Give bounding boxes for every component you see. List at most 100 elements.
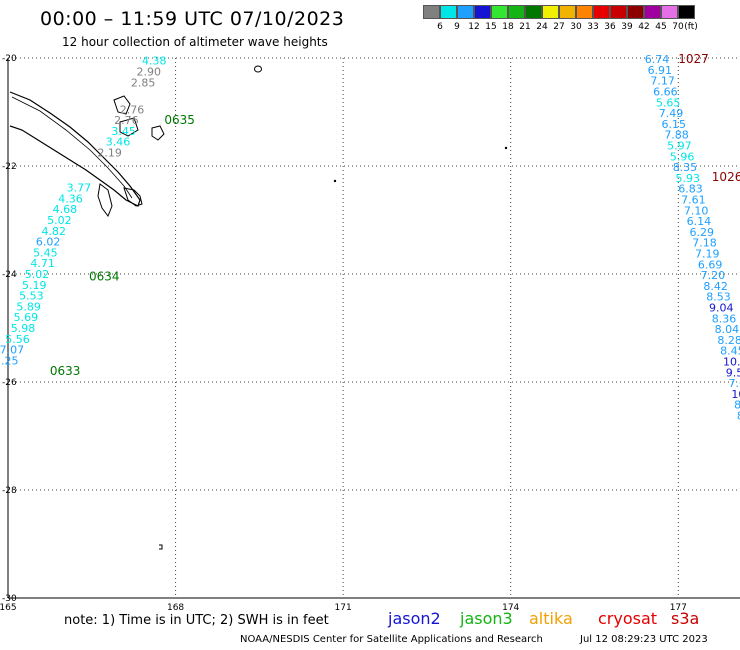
wave-height-value: 5.69	[14, 311, 39, 324]
track-time: 0634	[89, 270, 120, 284]
lon-tick-label: 174	[502, 603, 519, 613]
wave-height-value: 5.56	[5, 333, 30, 346]
legend-swatch	[474, 5, 491, 19]
legend-label: 45	[655, 22, 667, 32]
track-time: 1026	[712, 170, 740, 184]
legend-label: 24	[536, 22, 548, 32]
legend-swatch	[559, 5, 576, 19]
wave-height-value: 4.36	[58, 192, 82, 205]
satellite-jason2: jason2	[388, 609, 441, 628]
wave-height-value: 7.20	[701, 269, 726, 282]
wave-height-value: 8.28	[717, 334, 740, 347]
legend-swatch	[576, 5, 593, 19]
coastline-islet-north	[254, 65, 262, 73]
lat-tick-label: -20	[2, 54, 17, 64]
track-time: 0633	[50, 364, 81, 378]
coastline-norfolk	[159, 544, 163, 550]
wave-height-value: 5.89	[16, 300, 41, 313]
map-frame	[7, 58, 740, 599]
lat-tick-label: -22	[2, 162, 17, 172]
wave-height-value: 5.93	[675, 172, 700, 185]
wave-height-value: 6.91	[648, 64, 673, 77]
lat-tick-label: -26	[2, 378, 17, 388]
legend-label: 39	[621, 22, 633, 32]
legend-swatch	[542, 5, 559, 19]
coastline-reef	[123, 187, 143, 207]
legend-swatch	[423, 5, 440, 19]
wave-height-value: 5.65	[656, 96, 681, 109]
wave-height-value: 3.77	[67, 182, 92, 195]
wave-height-value: 5.02	[47, 214, 72, 227]
satellite-altika: altika	[529, 609, 573, 628]
coastline-lifou	[119, 117, 139, 137]
wave-height-value: 6.83	[678, 183, 703, 196]
wave-height-value: 6.74	[645, 53, 670, 66]
legend-label: 18	[502, 22, 514, 32]
wave-height-value: 7.88	[664, 129, 689, 142]
legend-swatch	[440, 5, 457, 19]
wave-height-value: 5.02	[25, 268, 49, 281]
wave-height-value: 7.18	[692, 237, 717, 250]
legend-swatch	[661, 5, 678, 19]
wave-height-value: 10.64	[723, 355, 740, 368]
wave-height-value: 5.98	[11, 322, 36, 335]
satellite-jason3: jason3	[460, 609, 513, 628]
wave-height-value: 9.52	[726, 366, 740, 379]
lat-tick-label: -28	[2, 486, 17, 496]
coastline-isle	[97, 183, 113, 218]
wave-height-value: 7.25	[0, 354, 19, 367]
legend-swatch	[627, 5, 644, 19]
generation-timestamp: Jul 12 08:29:23 UTC 2023	[580, 634, 708, 645]
legend-label: 12	[468, 22, 480, 32]
wave-height-labels: 4.382.902.852.762.763.453.462.193.774.36…	[0, 53, 740, 433]
wave-height-value: 7.10	[684, 204, 709, 217]
wave-height-value: 5.19	[22, 279, 47, 292]
wave-height-value: 8.35	[673, 161, 698, 174]
legend-label: 70	[672, 22, 684, 32]
wave-height-value: 5.97	[667, 139, 692, 152]
wave-height-value: 6.69	[698, 258, 723, 271]
credit-line: NOAA/NESDIS Center for Satellite Applica…	[240, 634, 543, 645]
wave-height-value: 8.22	[734, 399, 740, 412]
wave-height-value: 4.82	[42, 225, 66, 238]
lon-tick-label: 177	[670, 603, 687, 613]
coastline-ouvea	[113, 95, 131, 115]
track-time: 0635	[164, 113, 195, 127]
legend-label: 27	[553, 22, 565, 32]
wave-height-value: 6.14	[687, 215, 712, 228]
legend-label: 6	[437, 22, 443, 32]
legend-label: 36	[604, 22, 616, 32]
coastline-islet-central	[333, 179, 337, 183]
wave-height-value: 7.62	[729, 377, 740, 390]
lon-tick-label: 165	[0, 603, 17, 613]
wave-height-value: 7.61	[681, 193, 706, 206]
coastline-mare	[151, 125, 165, 141]
footnote: note: 1) Time is in UTC; 2) SWH is in fe…	[64, 613, 329, 628]
wave-height-value: 8.41	[737, 409, 740, 422]
legend-label: 9	[454, 22, 460, 32]
wave-height-value: 2.90	[136, 66, 161, 79]
wave-height-value: 5.96	[670, 150, 695, 163]
wave-height-value: 3.46	[106, 136, 131, 149]
legend-label: 15	[485, 22, 497, 32]
wave-height-value: 5.53	[19, 290, 44, 303]
wave-height-value: 7.07	[0, 344, 24, 357]
wave-height-value: 6.29	[689, 226, 714, 239]
wave-height-value: 5.45	[33, 246, 58, 259]
legend-label: 33	[587, 22, 599, 32]
legend-swatch	[457, 5, 474, 19]
legend-swatch	[508, 5, 525, 19]
wave-height-value: 2.76	[114, 114, 139, 127]
lat-tick-label: -30	[2, 594, 17, 604]
wave-height-value: 8.36	[712, 312, 737, 325]
chart-subtitle: 12 hour collection of altimeter wave hei…	[62, 35, 328, 49]
chart-title: 00:00 – 11:59 UTC 07/10/2023	[40, 8, 345, 30]
wave-height-value: 6.66	[653, 85, 678, 98]
wave-height-value: 7.49	[659, 107, 684, 120]
legend-swatch	[593, 5, 610, 19]
wave-height-value: 10.41	[731, 388, 740, 401]
wave-height-value: 6.15	[662, 118, 687, 131]
legend-label: 42	[638, 22, 650, 32]
wave-height-value: 9.04	[709, 301, 734, 314]
